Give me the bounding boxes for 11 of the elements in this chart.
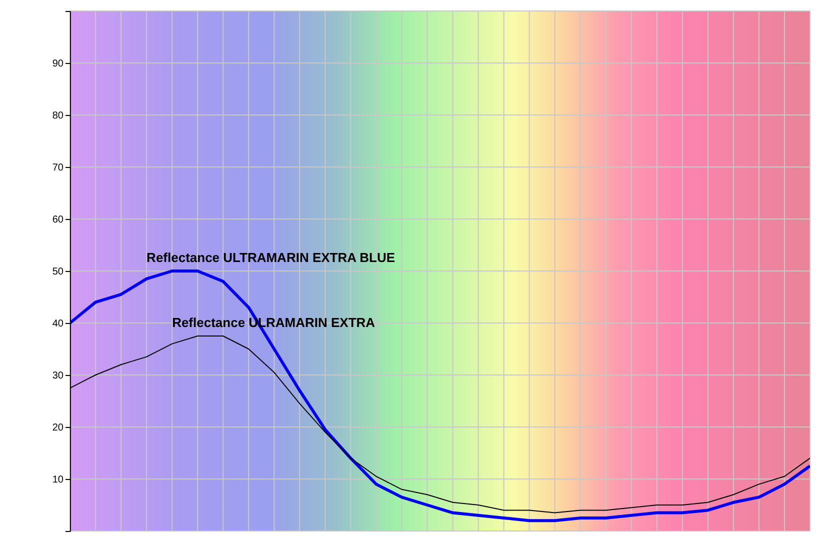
y-tick-label: 70	[52, 162, 64, 174]
y-tick-label: 50	[52, 266, 64, 278]
y-tick-label: 80	[52, 110, 64, 122]
y-tick-label: 30	[52, 370, 64, 382]
series-label: Reflectance ULTRAMARIN EXTRA BLUE	[146, 250, 396, 265]
y-tick-label: 10	[52, 474, 64, 486]
y-tick-label: 40	[52, 318, 64, 330]
y-tick-label: 60	[52, 214, 64, 226]
y-tick-label: 90	[52, 58, 64, 70]
line-series	[70, 270, 810, 522]
y-tick-label: 20	[52, 422, 64, 434]
